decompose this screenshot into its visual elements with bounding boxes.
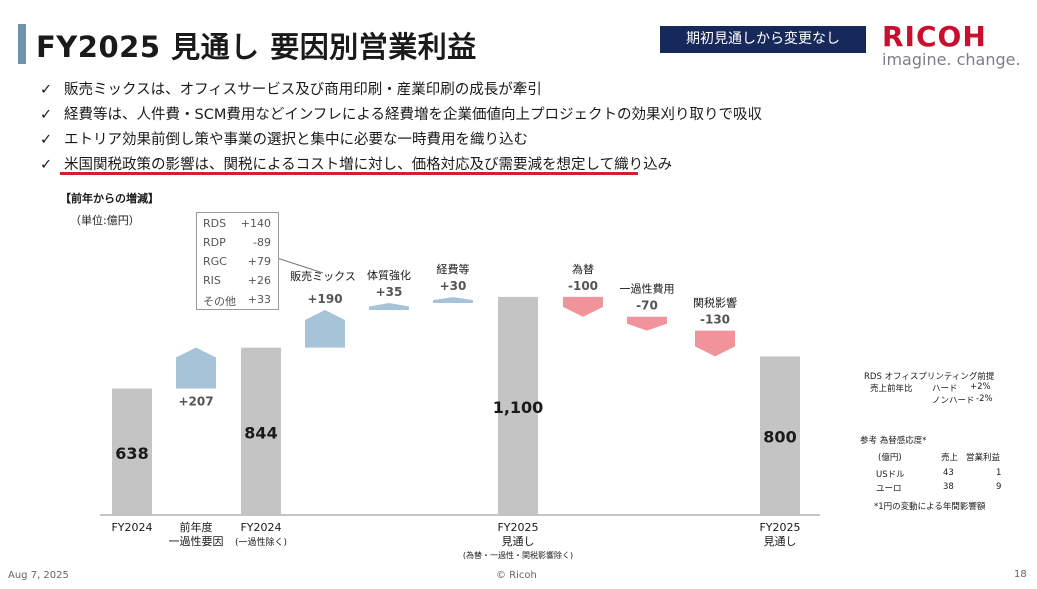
fx-row-sales: 43 — [943, 468, 954, 478]
data-label: +30 — [440, 279, 467, 293]
category-label: 一過性要因 — [169, 534, 224, 548]
mix-value: +79 — [247, 255, 271, 268]
mix-row: RIS +26 — [203, 274, 275, 287]
rds-yoy-label: 売上前年比 — [870, 384, 913, 394]
bullet-item: ✓ 経費等は、人件費・SCM費用などインフレによる経費増を企業価値向上プロジェクト… — [40, 103, 762, 124]
bar-increase — [433, 297, 473, 304]
check-icon: ✓ — [40, 82, 53, 98]
bar-total — [498, 296, 538, 515]
mix-name: RIS — [203, 274, 221, 287]
mix-name: その他 — [203, 295, 236, 308]
mix-row: RDS +140 — [203, 217, 275, 230]
category-label: FY2025 — [497, 521, 538, 534]
highlight-underline — [60, 172, 638, 175]
check-icon: ✓ — [40, 157, 53, 173]
mix-name: RDS — [203, 217, 227, 230]
category-label: 体質強化 — [367, 268, 411, 282]
category-label: 見通し — [764, 535, 797, 548]
data-label: 844 — [244, 423, 277, 442]
logo-tagline: imagine. change. — [882, 50, 1021, 69]
bullet-text: エトリア効果前倒し策や事業の選択と集中に必要な一時費用を織り込む — [64, 132, 528, 148]
bar-total — [760, 356, 800, 515]
category-label: FY2024 — [111, 521, 152, 534]
rds-nonhard-label: ノンハード — [932, 396, 975, 406]
category-label: 関税影響 — [693, 296, 737, 310]
ricoh-logo: RICOH — [882, 20, 987, 53]
category-label: 一過性費用 — [620, 282, 675, 296]
category-label: 販売ミックス — [290, 270, 356, 283]
bullet-item: ✓ エトリア効果前倒し策や事業の選択と集中に必要な一時費用を織り込む — [40, 128, 528, 149]
bar-total — [112, 388, 152, 515]
data-label: +190 — [307, 292, 342, 306]
title-accent-bar — [18, 24, 26, 64]
category-label: 経費等 — [437, 262, 470, 276]
mix-breakdown-box: RDS +140 RDP -89 RGC +79 RIS +26 その他 +33 — [196, 212, 279, 310]
mix-row: その他 +33 — [203, 293, 275, 309]
bar-total — [241, 347, 281, 515]
page-number: 18 — [1014, 569, 1027, 580]
category-label: 見通し — [502, 535, 535, 548]
data-label: 1,100 — [493, 398, 544, 417]
fx-row-op: 1 — [996, 468, 1002, 478]
bullet-item: ✓ 販売ミックスは、オフィスサービス及び商用印刷・産業印刷の成長が牽引 — [40, 78, 542, 99]
check-icon: ✓ — [40, 132, 53, 148]
fx-row-currency: ユーロ — [876, 484, 902, 494]
bar-increase — [176, 347, 216, 389]
data-label: -130 — [700, 313, 730, 327]
bar-increase — [305, 309, 345, 348]
category-label: 前年度 — [180, 520, 213, 534]
data-label: 638 — [115, 444, 148, 463]
mix-value: +33 — [247, 293, 271, 306]
data-label: -70 — [636, 299, 658, 313]
bullet-item: ✓ 米国関税政策の影響は、関税によるコスト増に対し、価格対応及び需要減を想定して織… — [40, 153, 672, 174]
data-label: 800 — [763, 428, 796, 447]
bullet-text: 米国関税政策の影響は、関税によるコスト増に対し、価格対応及び需要減を想定して織り… — [64, 157, 673, 173]
fx-footnote: *1円の変動による年間影響額 — [874, 502, 986, 512]
rds-assumption-title: RDS オフィスプリンティング前提 — [864, 372, 995, 382]
check-icon: ✓ — [40, 107, 53, 123]
fx-header-sales: 売上 — [941, 453, 959, 463]
fx-sensitivity-title: 参考 為替感応度* — [860, 436, 927, 446]
mix-value: +140 — [240, 217, 271, 230]
fx-header-unit: (億円) — [878, 453, 902, 463]
rds-nonhard-value: -2% — [976, 394, 993, 404]
footer-copyright: © Ricoh — [496, 570, 537, 581]
bar-decrease — [695, 330, 735, 357]
page-title: FY2025 見通し 要因別営業利益 — [36, 30, 477, 64]
fx-header-op: 営業利益 — [966, 453, 1001, 463]
category-label: 為替 — [572, 262, 594, 276]
fx-row-sales: 38 — [943, 482, 954, 492]
mix-value: +26 — [247, 274, 271, 287]
footer-date: Aug 7, 2025 — [8, 570, 69, 581]
data-label: +207 — [178, 395, 213, 409]
mix-value: -89 — [253, 236, 271, 249]
bar-decrease — [563, 296, 603, 317]
mix-name: RGC — [203, 255, 227, 268]
category-label: FY2024 — [240, 521, 281, 534]
category-sublabel: (為替・一過性・関税影響除く) — [463, 550, 573, 560]
data-label: +35 — [376, 285, 403, 299]
bar-increase — [369, 303, 409, 310]
mix-row: RGC +79 — [203, 255, 275, 268]
bullet-text: 販売ミックスは、オフィスサービス及び商用印刷・産業印刷の成長が牽引 — [64, 82, 542, 98]
chart-unit: （単位:億円） — [70, 214, 140, 227]
fx-row-currency: USドル — [876, 470, 905, 480]
category-label: (一過性除く) — [235, 536, 287, 548]
rds-hard-value: +2% — [970, 382, 991, 392]
bar-decrease — [627, 316, 667, 331]
callout-line — [276, 257, 324, 274]
category-label: FY2025 — [759, 521, 800, 534]
status-badge: 期初見通しから変更なし — [660, 26, 866, 53]
rds-hard-label: ハード — [932, 384, 958, 394]
chart-heading: 【前年からの増減】 — [60, 192, 159, 205]
bullet-text: 経費等は、人件費・SCM費用などインフレによる経費増を企業価値向上プロジェクトの… — [64, 107, 762, 123]
fx-row-op: 9 — [996, 482, 1002, 492]
mix-name: RDP — [203, 236, 226, 249]
mix-row: RDP -89 — [203, 236, 275, 249]
data-label: -100 — [568, 279, 598, 293]
